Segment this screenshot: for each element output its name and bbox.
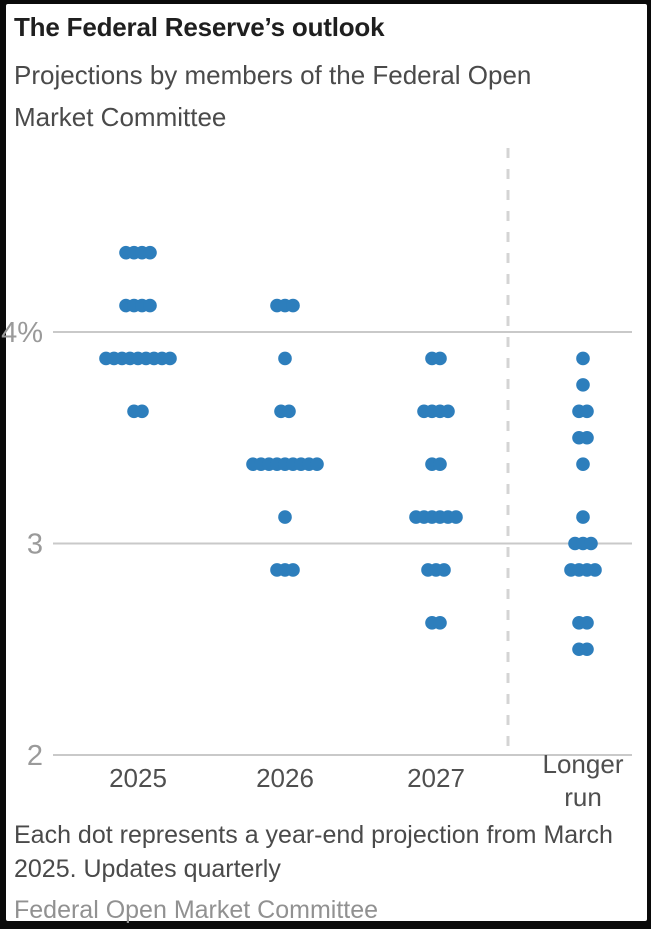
chart-source: Federal Open Market Committee <box>14 896 379 924</box>
chart-footnote: Each dot represents a year-end projectio… <box>14 821 613 883</box>
chart-panel: The Federal Reserve’s outlook Projection… <box>6 4 647 924</box>
chart-title: The Federal Reserve’s outlook <box>14 12 385 42</box>
chart-subtitle: Projections by members of the Federal Op… <box>14 60 532 132</box>
